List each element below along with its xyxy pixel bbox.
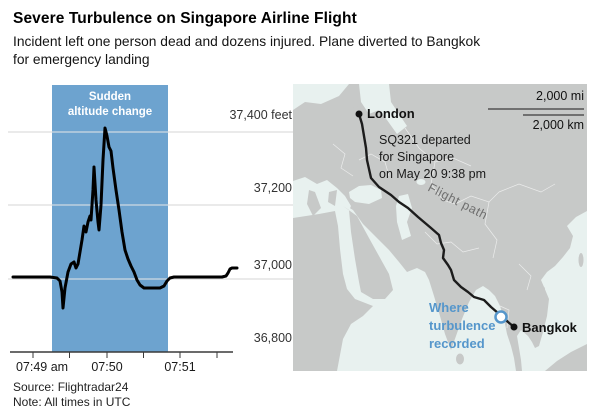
x-label-0749: 07:49 am <box>16 360 68 374</box>
departure-annotation-line-2: for Singapore <box>379 150 454 164</box>
turbulence-label-line-1: Where <box>429 300 469 315</box>
x-label-0750: 07:50 <box>91 360 122 374</box>
turbulence-marker-icon <box>494 310 508 324</box>
time-note: Note: All times in UTC <box>13 394 131 409</box>
y-axis-labels: 37,400 feet 37,200 37,000 36,800 <box>229 108 292 345</box>
london-label: London <box>367 106 415 121</box>
y-label-37000: 37,000 <box>254 258 292 272</box>
band-label-line-1: Sudden <box>89 91 131 103</box>
altitude-chart: Sudden altitude change 37,400 feet 37,20… <box>0 78 300 378</box>
bangkok-dot-icon <box>510 323 518 331</box>
altitude-line <box>11 126 239 310</box>
subtitle-line-2: for emergency landing <box>13 51 150 67</box>
map-land-srilanka <box>456 353 464 365</box>
departure-annotation-line-3: on May 20 9:38 pm <box>379 167 486 181</box>
x-label-0751: 07:51 <box>164 360 195 374</box>
map-sea-cutouts <box>293 84 426 240</box>
source-note: Source: Flightradar24 <box>13 380 129 394</box>
bangkok-label: Bangkok <box>522 320 578 335</box>
header: Severe Turbulence on Singapore Airline F… <box>13 10 588 69</box>
highlight-band <box>52 85 168 352</box>
scale-mi-label: 2,000 mi <box>536 89 584 103</box>
flight-map-svg: London Bangkok SQ321 departed for Singap… <box>293 84 587 371</box>
turbulence-annotation: Where turbulence recorded <box>429 300 495 351</box>
map-land-philippines <box>578 253 584 267</box>
turbulence-label-line-3: recorded <box>429 336 485 351</box>
y-label-37200: 37,200 <box>254 181 292 195</box>
flight-map: London Bangkok SQ321 departed for Singap… <box>293 84 587 371</box>
subtitle-line-1: Incident left one person dead and dozens… <box>13 34 481 49</box>
map-land-arabia <box>343 206 393 299</box>
map-land-hainan <box>539 286 545 292</box>
scale-km-label: 2,000 km <box>533 118 584 132</box>
map-land-ireland <box>339 113 347 123</box>
flight-path-line <box>357 112 516 329</box>
altitude-chart-svg: Sudden altitude change 37,400 feet 37,20… <box>8 85 294 374</box>
y-label-36800: 36,800 <box>254 331 292 345</box>
departure-annotation: SQ321 departed for Singapore on May 20 9… <box>379 133 486 181</box>
x-axis: 07:49 am 07:50 07:51 <box>10 351 233 374</box>
y-label-37400: 37,400 feet <box>229 108 292 122</box>
london-dot-icon <box>355 110 363 118</box>
page-title: Severe Turbulence on Singapore Airline F… <box>13 10 357 27</box>
subtitle: Incident left one person dead and dozens… <box>13 33 588 69</box>
map-land-greece <box>328 190 337 206</box>
footer: Source: Flightradar24 Note: All times in… <box>13 380 130 409</box>
departure-annotation-line-1: SQ321 departed <box>379 133 471 147</box>
map-land-africa <box>293 211 373 371</box>
map-scale: 2,000 mi 2,000 km <box>488 89 584 132</box>
map-land-sumatra-borneo <box>545 344 587 371</box>
turbulence-label-line-2: turbulence <box>429 318 495 333</box>
map-land-pieces <box>293 106 587 371</box>
band-label-line-2: altitude change <box>68 106 152 118</box>
map-land-italy <box>307 190 321 216</box>
